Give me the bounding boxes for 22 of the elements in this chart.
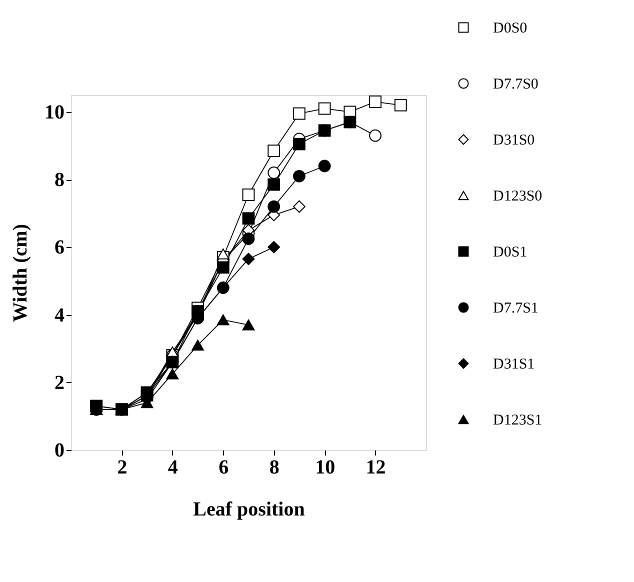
legend-label: D123S1 (493, 412, 542, 428)
legend-label: D31S1 (493, 356, 535, 372)
x-axis-title: Leaf position (193, 498, 305, 520)
y-tick-label: 4 (54, 304, 64, 326)
x-tick-label: 12 (366, 456, 386, 478)
legend-label: D123S0 (493, 188, 542, 204)
y-tick-label: 10 (44, 101, 64, 124)
x-tick-label: 8 (269, 456, 280, 478)
legend-label: D7.7S1 (493, 300, 538, 316)
x-tick-label: 6 (218, 456, 229, 478)
x-tick-label: 4 (168, 456, 178, 478)
legend-label: D0S1 (493, 244, 528, 260)
y-tick-label: 0 (54, 440, 64, 462)
x-tick-label: 2 (117, 456, 128, 478)
y-tick-label: 6 (54, 236, 64, 259)
legend-label: D31S0 (493, 132, 535, 148)
legend-label: D7.7S0 (493, 76, 538, 92)
y-axis-title: Width (cm) (10, 224, 32, 322)
legend-label: D0S0 (493, 20, 528, 36)
x-tick-label: 10 (315, 456, 336, 478)
y-tick-label: 2 (54, 372, 64, 394)
y-tick-label: 8 (54, 169, 64, 192)
